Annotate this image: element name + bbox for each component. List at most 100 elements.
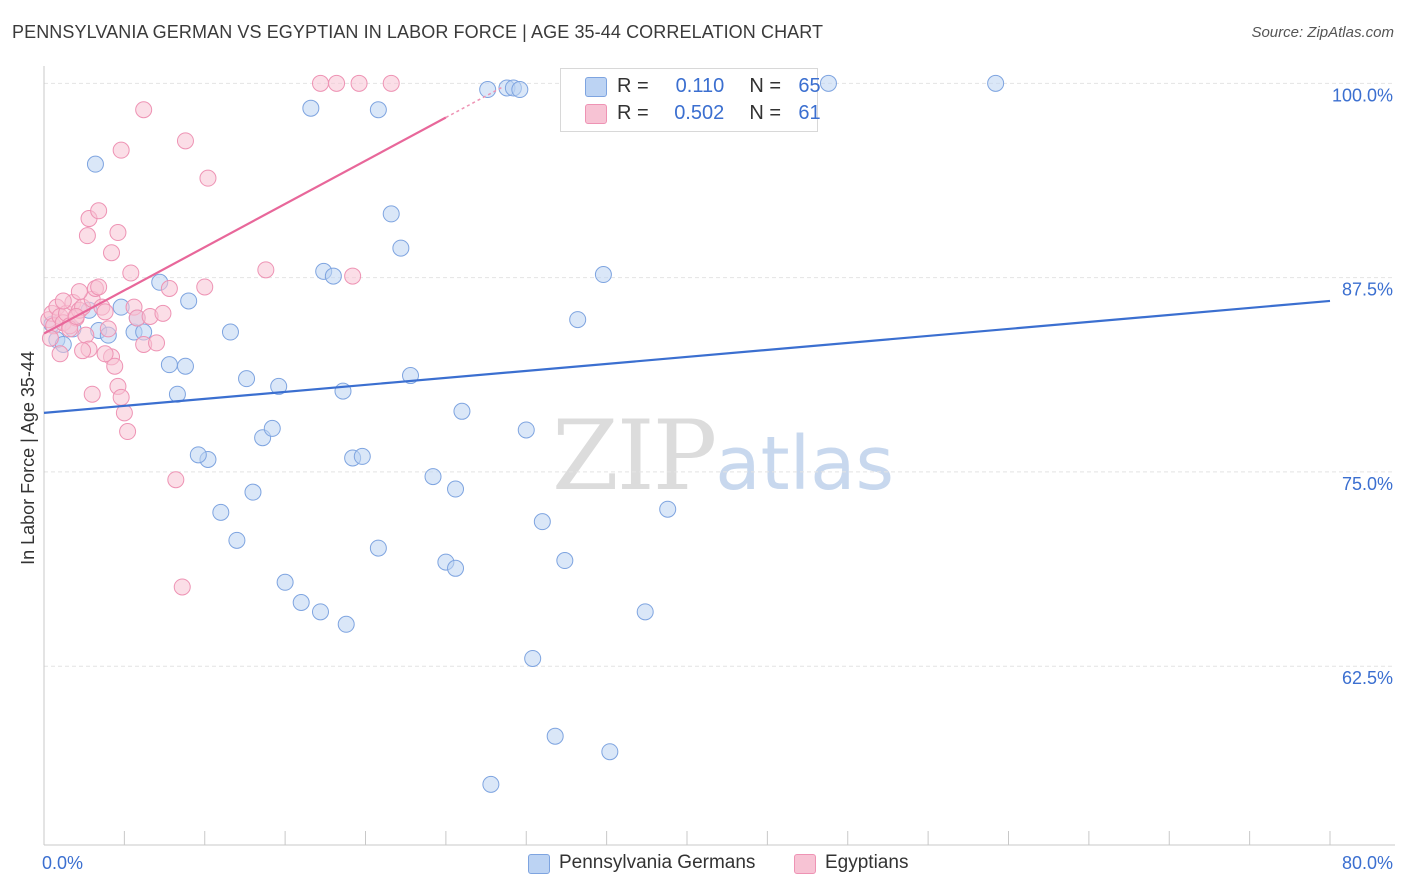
y-tick-label-1: 87.5% [1342, 280, 1393, 300]
blue-point-20 [238, 370, 256, 388]
pink-point-33 [160, 280, 178, 298]
pink-point-57 [96, 345, 114, 363]
legend-r-label: R = [617, 75, 649, 97]
pink-point-31 [148, 334, 166, 352]
blue-point-35 [369, 539, 387, 557]
pink-point-38 [90, 202, 108, 220]
blue-point-61 [86, 155, 104, 173]
source-credit: Source: ZipAtlas.com [1251, 24, 1394, 41]
pink-point-43 [176, 132, 194, 150]
pink-point-35 [173, 578, 191, 596]
blue-point-38 [392, 239, 410, 257]
pink-point-41 [112, 141, 130, 159]
pink-point-19 [99, 320, 117, 338]
blue-point-43 [447, 559, 465, 577]
legend-n-pink: 61 [798, 102, 821, 124]
blue-point-50 [524, 649, 542, 667]
pink-point-55 [74, 342, 92, 360]
blue-point-55 [594, 266, 612, 284]
bottom-label-pink: Egyptians [825, 852, 909, 873]
blue-point-12 [160, 356, 178, 374]
y-axis-title: In Labor Force | Age 35-44 [18, 351, 38, 565]
pink-point-39 [103, 244, 121, 262]
blue-trend-line [43, 299, 1331, 414]
blue-point-14 [176, 357, 194, 375]
blue-point-31 [337, 615, 355, 633]
pink-point-18 [96, 303, 114, 321]
pink-point-60 [70, 283, 88, 301]
blue-point-62 [482, 775, 500, 793]
blue-point-30 [324, 267, 342, 285]
blue-point-64 [180, 292, 198, 310]
pink-point-21 [106, 357, 124, 375]
pink-point-45 [196, 278, 214, 296]
legend-n-blue: 65 [798, 75, 821, 97]
blue-point-40 [424, 468, 442, 486]
legend-swatch-blue [585, 77, 607, 97]
pink-point-59 [54, 292, 72, 310]
x-tick-label-1: 80.0% [1342, 853, 1393, 873]
blue-point-18 [221, 323, 239, 341]
pink-point-52 [51, 345, 69, 363]
watermark: ZIPatlas [552, 400, 894, 512]
pink-point-47 [344, 267, 362, 285]
pink-point-16 [90, 278, 108, 296]
chart-title: PENNSYLVANIA GERMAN VS EGYPTIAN IN LABOR… [12, 22, 824, 42]
pink-point-37 [78, 227, 96, 245]
pink-point-23 [112, 388, 130, 406]
pink-point-46 [257, 261, 275, 279]
stats-legend: R = 0.110 N = 65 R = 0.502 N = 61 [560, 68, 821, 132]
watermark-zip: ZIP [552, 400, 717, 512]
legend-n-label: N = [749, 75, 782, 97]
blue-point-34 [353, 447, 371, 465]
blue-point-44 [453, 402, 471, 420]
blue-point-24 [270, 377, 288, 395]
y-tick-label-2: 75.0% [1342, 474, 1393, 494]
pink-trend-line [43, 116, 447, 335]
legend-r-blue: 0.110 [675, 75, 725, 97]
blue-point-48 [511, 81, 529, 99]
bottom-swatch-pink [794, 854, 816, 874]
blue-point-63 [636, 603, 654, 621]
blue-point-27 [311, 603, 329, 621]
blue-point-25 [276, 573, 294, 591]
blue-point-52 [546, 727, 564, 745]
pink-point-44 [199, 169, 217, 187]
blue-point-19 [228, 531, 246, 549]
pink-point-51 [382, 74, 400, 92]
pink-point-32 [154, 304, 172, 322]
blue-point-36 [369, 101, 387, 119]
blue-point-26 [292, 594, 310, 612]
y-tick-label-0: 100.0% [1332, 85, 1393, 105]
pink-point-42 [135, 101, 153, 119]
x-tick-label-0: 0.0% [42, 853, 83, 873]
blue-point-58 [659, 500, 677, 518]
blue-point-51 [533, 513, 551, 531]
bottom-swatch-blue [528, 854, 550, 874]
blue-point-56 [601, 743, 619, 761]
pink-point-50 [350, 74, 368, 92]
blue-point-49 [517, 421, 535, 439]
blue-point-37 [382, 205, 400, 223]
blue-point-41 [447, 480, 465, 498]
blue-point-59 [819, 74, 837, 92]
blue-point-60 [987, 74, 1005, 92]
legend-text-blue: R = 0.110 N = 65 [617, 75, 821, 98]
pink-point-40 [109, 224, 127, 242]
watermark-atlas: atlas [715, 421, 895, 507]
legend-swatch-pink [585, 104, 607, 124]
legend-text-pink: R = 0.502 N = 61 [617, 102, 821, 125]
blue-point-23 [263, 419, 281, 437]
pink-point-25 [119, 423, 137, 441]
pink-trend-extension [445, 86, 503, 119]
blue-point-21 [244, 483, 262, 501]
pink-point-34 [167, 471, 185, 489]
pink-point-56 [83, 385, 101, 403]
legend-r-label: R = [617, 102, 649, 124]
blue-point-54 [569, 311, 587, 329]
pink-point-49 [328, 74, 346, 92]
blue-point-53 [556, 552, 574, 570]
pink-point-12 [77, 326, 95, 344]
pink-point-48 [311, 74, 329, 92]
blue-point-16 [189, 446, 207, 464]
